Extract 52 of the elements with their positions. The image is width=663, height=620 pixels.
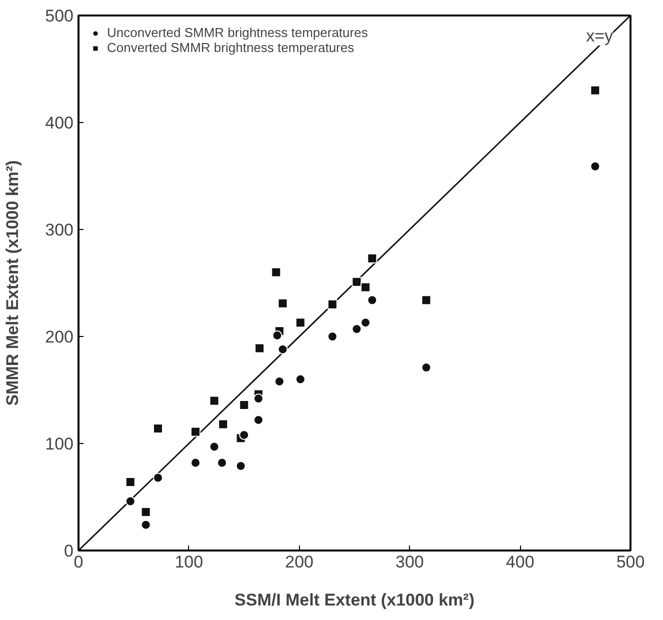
y-tick-label: 100 [45, 434, 74, 454]
point [239, 400, 250, 410]
point [421, 362, 432, 373]
point [125, 496, 136, 506]
point [278, 298, 288, 308]
point [295, 374, 306, 384]
y-tick-label: 300 [45, 220, 74, 240]
point [236, 460, 246, 471]
point [253, 414, 264, 425]
point [360, 282, 371, 292]
point [152, 472, 163, 483]
point [327, 299, 338, 310]
point [590, 85, 600, 96]
point [254, 343, 265, 354]
x-tick-label: 300 [396, 552, 424, 572]
point [327, 332, 338, 342]
point [352, 324, 362, 334]
point [295, 318, 306, 328]
y-tick-label: 500 [45, 6, 74, 26]
x-tick-label: 400 [506, 552, 534, 572]
point [125, 477, 136, 488]
point [190, 458, 201, 468]
point [209, 442, 220, 452]
point [209, 396, 220, 406]
y-tick-label: 400 [45, 114, 74, 132]
x-tick-label: 200 [285, 552, 314, 572]
point [278, 344, 288, 354]
point [271, 267, 282, 278]
point [272, 330, 282, 340]
x-tick-label: 100 [174, 552, 204, 572]
y-axis-title: SMMR Melt Extent (x1000 km²) [3, 160, 22, 406]
point [152, 424, 163, 434]
point [239, 430, 250, 440]
x-axis-title: SSM/I Melt Extent (x1000 km²) [234, 590, 474, 610]
point [253, 394, 264, 404]
point [367, 295, 378, 306]
point [217, 458, 228, 468]
point [274, 376, 284, 386]
point [352, 276, 362, 287]
y-tick-label: 200 [45, 328, 74, 346]
point [190, 426, 201, 437]
legend-label: Converted SMMR brightness temperatures [107, 40, 354, 55]
annotation: x=y [586, 26, 614, 46]
x-tick-label: 500 [616, 552, 645, 572]
point [367, 253, 378, 264]
point [590, 161, 600, 172]
point [218, 419, 228, 430]
legend-label: Unconverted SMMR brightness temperatures [107, 25, 368, 40]
point [421, 295, 432, 306]
point [360, 318, 371, 328]
point [140, 506, 151, 517]
point [140, 520, 151, 530]
